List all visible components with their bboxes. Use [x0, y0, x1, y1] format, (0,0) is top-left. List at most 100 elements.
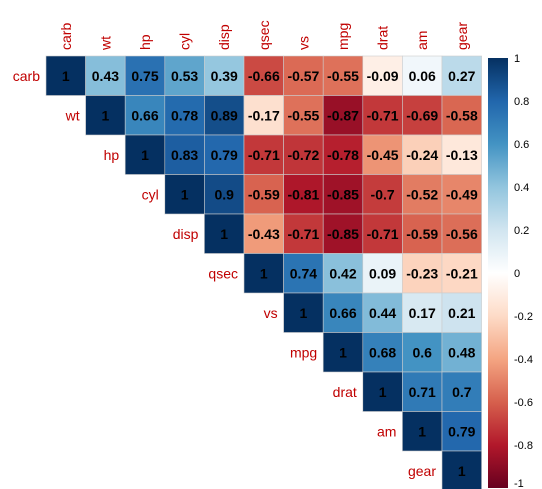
cell-mpg-gear [441, 332, 482, 373]
cell-cyl-disp [204, 174, 245, 215]
column-label-gear: gear [454, 22, 470, 50]
cell-value-hp-gear: -0.13 [446, 147, 478, 163]
cell-value-wt-cyl: 0.78 [171, 107, 198, 123]
cell-value-hp-vs: -0.72 [287, 147, 319, 163]
row-label-drat: drat [333, 384, 357, 400]
cell-value-disp-mpg: -0.85 [327, 226, 359, 242]
cell-value-vs-vs: 1 [300, 305, 308, 321]
cell-value-hp-hp: 1 [141, 147, 149, 163]
row-label-carb: carb [13, 68, 40, 84]
cell-value-carb-cyl: 0.53 [171, 68, 198, 84]
cell-value-qsec-gear: -0.21 [446, 265, 478, 281]
cell-value-carb-mpg: -0.55 [327, 68, 359, 84]
cell-value-wt-drat: -0.71 [367, 107, 399, 123]
cell-carb-disp [204, 55, 245, 96]
colorbar-tick-label: -0.8 [514, 440, 533, 452]
cell-value-vs-mpg: 0.66 [329, 305, 356, 321]
cell-hp-gear [441, 134, 482, 175]
cell-wt-gear [441, 95, 482, 136]
cell-value-wt-hp: 0.66 [131, 107, 158, 123]
cell-cyl-cyl [164, 174, 205, 215]
column-labels: carb wt hp cyl disp qsec vs mpg drat am gear [58, 20, 470, 51]
colorbar-tick-labels: 1 0.8 0.6 0.4 0.2 0 -0.2 -0.4 -0.6 -0.8 -1 [514, 53, 533, 489]
cell-qsec-mpg [322, 253, 364, 294]
cell-hp-disp [204, 134, 245, 175]
heatmap-cells: 1 0.43 0.75 0.53 0.39 -0.66 -0.57 -0.55 -0.09 0.0… [45, 55, 482, 489]
cell-mpg-mpg [322, 332, 364, 373]
cell-carb-gear [441, 55, 482, 96]
cell-value-carb-wt: 0.43 [92, 68, 119, 84]
cell-value-carb-vs: -0.57 [287, 68, 319, 84]
cell-drat-gear [441, 371, 482, 412]
colorbar-tick-label: -0.6 [514, 397, 533, 409]
cell-value-wt-wt: 1 [102, 107, 110, 123]
cell-value-carb-disp: 0.39 [211, 68, 238, 84]
cell-value-hp-qsec: -0.71 [248, 147, 280, 163]
cell-hp-drat [362, 134, 403, 175]
row-label-wt: wt [65, 107, 80, 123]
row-label-disp: disp [173, 226, 199, 242]
cell-value-vs-gear: 0.21 [448, 305, 475, 321]
cell-value-drat-am: 0.71 [409, 384, 436, 400]
column-label-hp: hp [137, 34, 153, 50]
cell-value-cyl-drat: -0.7 [371, 186, 395, 202]
cell-value-am-am: 1 [418, 423, 426, 439]
cell-value-wt-am: -0.69 [406, 107, 438, 123]
cell-carb-qsec [243, 55, 284, 96]
cell-qsec-gear [441, 253, 482, 294]
cell-value-mpg-mpg: 1 [339, 344, 347, 360]
cell-drat-am [402, 371, 443, 412]
cell-value-cyl-gear: -0.49 [446, 186, 478, 202]
cell-value-hp-mpg: -0.78 [327, 147, 359, 163]
cell-value-cyl-am: -0.52 [406, 186, 438, 202]
cell-value-qsec-mpg: 0.42 [329, 265, 356, 281]
colorbar [488, 58, 508, 488]
cell-value-hp-cyl: 0.83 [171, 147, 198, 163]
column-label-am: am [414, 31, 430, 50]
cell-value-carb-qsec: -0.66 [248, 68, 280, 84]
cell-wt-cyl [164, 95, 205, 136]
cell-value-cyl-mpg: -0.85 [327, 186, 359, 202]
cell-value-disp-qsec: -0.43 [248, 226, 280, 242]
cell-value-drat-drat: 1 [379, 384, 387, 400]
row-label-hp: hp [104, 147, 120, 163]
cell-carb-mpg [322, 55, 364, 96]
cell-wt-am [402, 95, 443, 136]
cell-value-disp-gear: -0.56 [446, 226, 478, 242]
cell-disp-am [402, 213, 443, 254]
colorbar-tick-label: 0.8 [514, 96, 529, 108]
cell-vs-drat [362, 292, 403, 333]
cell-value-hp-disp: 0.79 [211, 147, 238, 163]
colorbar-tick-label: 0.6 [514, 139, 529, 151]
cell-hp-mpg [322, 134, 364, 175]
cell-gear-gear [441, 450, 482, 489]
cell-value-wt-vs: -0.55 [287, 107, 319, 123]
column-label-cyl: cyl [177, 33, 193, 50]
cell-value-disp-vs: -0.71 [287, 226, 319, 242]
cell-value-disp-disp: 1 [220, 226, 228, 242]
column-label-vs: vs [295, 36, 311, 50]
cell-carb-drat [362, 55, 403, 96]
cell-qsec-drat [362, 253, 403, 294]
cell-qsec-vs [283, 253, 324, 294]
row-labels: carb wt hp cyl disp qsec vs mpg drat am gear [13, 68, 437, 479]
cell-value-mpg-am: 0.6 [412, 344, 432, 360]
cell-value-mpg-gear: 0.48 [448, 344, 475, 360]
cell-am-gear [441, 411, 482, 452]
column-label-carb: carb [58, 23, 74, 50]
cell-value-carb-am: 0.06 [409, 68, 436, 84]
cell-wt-wt [85, 95, 126, 136]
colorbar-tick-label: -0.2 [514, 311, 533, 323]
colorbar-tick-label: 1 [514, 53, 520, 65]
row-label-am: am [377, 423, 396, 439]
row-label-qsec: qsec [208, 265, 238, 281]
cell-value-wt-mpg: -0.87 [327, 107, 359, 123]
cell-carb-am [402, 55, 443, 96]
cell-hp-qsec [243, 134, 284, 175]
cell-hp-cyl [164, 134, 205, 175]
cell-value-carb-gear: 0.27 [448, 68, 475, 84]
colorbar-tick-label: 0.2 [514, 225, 529, 237]
cell-mpg-am [402, 332, 443, 373]
cell-value-mpg-drat: 0.68 [369, 344, 396, 360]
cell-value-am-gear: 0.79 [448, 423, 475, 439]
